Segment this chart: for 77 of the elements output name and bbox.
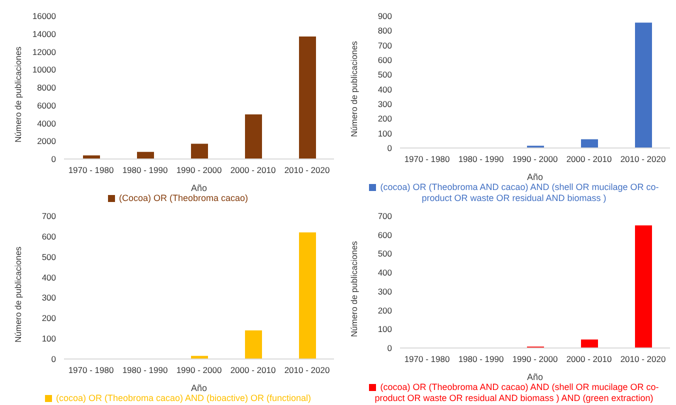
x-tick-label: 2000 - 2010	[566, 354, 612, 364]
x-axis-title: Año	[190, 183, 208, 193]
x-tick-label: 2010 - 2020	[620, 354, 666, 364]
y-tick-label: 300	[378, 286, 392, 296]
x-axis-title: Año	[526, 172, 544, 182]
bar	[245, 330, 262, 359]
y-tick-label: 100	[42, 334, 56, 344]
x-tick-label: 1980 - 1990	[122, 165, 168, 176]
x-tick-label: 1970 - 1980	[404, 154, 450, 164]
bar	[299, 232, 316, 359]
bar	[581, 340, 598, 348]
x-tick-label: 2000 - 2010	[566, 154, 612, 164]
y-tick-label: 12000	[32, 46, 56, 57]
y-tick-label: 300	[42, 292, 56, 303]
y-tick-label: 0	[387, 143, 392, 154]
x-tick-label: 1980 - 1990	[122, 365, 168, 376]
y-tick-label: 16000	[32, 11, 56, 22]
x-axis-title: Año	[190, 383, 208, 393]
y-tick-label: 700	[378, 211, 392, 222]
y-tick-label: 500	[42, 252, 56, 262]
y-tick-label: 0	[51, 354, 56, 364]
y-axis-title: Número de publicaciones	[13, 46, 24, 142]
bar	[299, 36, 316, 159]
x-tick-label: 2000 - 2010	[230, 165, 276, 176]
y-tick-label: 600	[42, 231, 56, 242]
x-tick-label: 1980 - 1990	[458, 354, 504, 364]
y-tick-label: 2000	[37, 136, 56, 146]
y-tick-label: 200	[42, 313, 56, 324]
legend-label: (Cocoa) OR (Theobroma cacao)	[118, 193, 248, 203]
y-tick-label: 700	[378, 40, 392, 50]
legend-label: (cocoa) OR (Theobroma cacao) AND (bioactive) OR (functional)	[56, 393, 312, 403]
bar	[635, 22, 652, 148]
x-axis-title: Año	[526, 372, 544, 382]
bar	[191, 144, 208, 159]
y-tick-label: 700	[42, 211, 56, 222]
y-tick-label: 600	[378, 55, 392, 66]
y-tick-label: 8000	[37, 82, 56, 93]
x-tick-label: 2000 - 2010	[230, 365, 276, 376]
y-tick-label: 100	[378, 128, 392, 138]
y-tick-label: 400	[378, 84, 392, 94]
y-axis-title: Número de publicaciones	[349, 41, 360, 137]
x-tick-label: 1970 - 1980	[68, 365, 114, 376]
x-tick-label: 2010 - 2020	[620, 154, 666, 164]
y-tick-label: 300	[378, 99, 392, 110]
y-tick-label: 100	[378, 324, 392, 334]
bar	[635, 225, 652, 348]
x-tick-label: 2010 - 2020	[284, 165, 330, 176]
x-tick-label: 1970 - 1980	[404, 354, 450, 364]
y-tick-label: 200	[378, 114, 392, 124]
y-tick-label: 400	[42, 272, 56, 282]
y-tick-label: 0	[387, 343, 392, 354]
y-tick-label: 900	[378, 11, 392, 22]
x-tick-label: 1990 - 2000	[176, 165, 222, 176]
y-tick-label: 0	[51, 154, 56, 164]
x-tick-label: 1990 - 2000	[512, 354, 558, 364]
y-tick-label: 6000	[37, 100, 56, 110]
legend-label: (cocoa) OR (Theobroma AND cacao) AND (shell OR mucilage OR co-product OR waste OR residual AND biomass )	[380, 182, 659, 203]
y-tick-label: 14000	[32, 28, 56, 39]
x-tick-label: 1990 - 2000	[512, 154, 558, 164]
y-tick-label: 800	[378, 26, 392, 36]
y-axis-title: Número de publicaciones	[13, 246, 24, 342]
x-tick-label: 1990 - 2000	[176, 365, 222, 376]
y-tick-label: 4000	[37, 118, 56, 128]
y-tick-label: 10000	[32, 64, 56, 75]
bar	[137, 152, 154, 159]
legend-label: (cocoa) OR (Theobroma AND cacao) AND (shell OR mucilage OR co-product OR waste OR residual AND biomass ) AND (green extraction)	[374, 382, 659, 403]
y-tick-label: 200	[378, 305, 392, 316]
y-tick-label: 600	[378, 230, 392, 240]
x-tick-label: 1980 - 1990	[458, 154, 504, 164]
x-tick-label: 1970 - 1980	[68, 165, 114, 176]
bar	[245, 114, 262, 159]
y-tick-label: 500	[378, 70, 392, 80]
y-tick-label: 400	[378, 268, 392, 278]
y-tick-label: 500	[378, 248, 392, 259]
y-axis-title: Número de publicaciones	[349, 241, 360, 337]
x-tick-label: 2010 - 2020	[284, 365, 330, 376]
bar	[581, 139, 598, 148]
